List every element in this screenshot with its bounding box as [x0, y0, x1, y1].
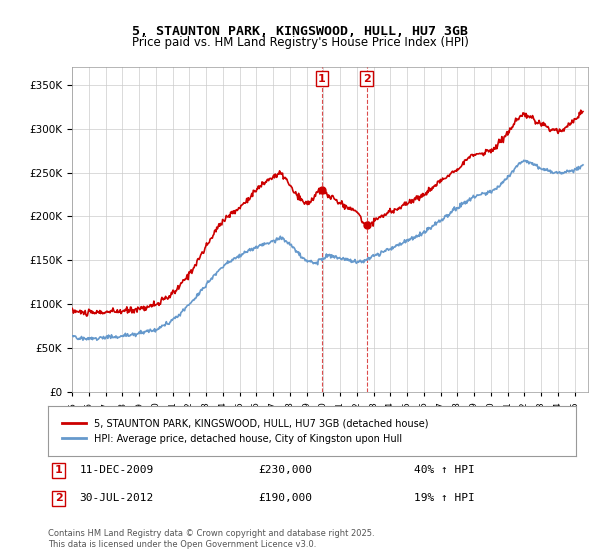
Text: Price paid vs. HM Land Registry's House Price Index (HPI): Price paid vs. HM Land Registry's House … — [131, 36, 469, 49]
Text: 11-DEC-2009: 11-DEC-2009 — [80, 465, 154, 475]
Text: 1: 1 — [55, 465, 62, 475]
Text: 1: 1 — [318, 74, 326, 83]
Text: 40% ↑ HPI: 40% ↑ HPI — [413, 465, 475, 475]
Text: Contains HM Land Registry data © Crown copyright and database right 2025.
This d: Contains HM Land Registry data © Crown c… — [48, 529, 374, 549]
Text: 19% ↑ HPI: 19% ↑ HPI — [413, 493, 475, 503]
Text: 30-JUL-2012: 30-JUL-2012 — [80, 493, 154, 503]
Text: 2: 2 — [55, 493, 62, 503]
Text: £230,000: £230,000 — [259, 465, 313, 475]
Text: 5, STAUNTON PARK, KINGSWOOD, HULL, HU7 3GB: 5, STAUNTON PARK, KINGSWOOD, HULL, HU7 3… — [132, 25, 468, 38]
Text: £190,000: £190,000 — [259, 493, 313, 503]
Legend: 5, STAUNTON PARK, KINGSWOOD, HULL, HU7 3GB (detached house), HPI: Average price,: 5, STAUNTON PARK, KINGSWOOD, HULL, HU7 3… — [58, 415, 433, 447]
Text: 2: 2 — [362, 74, 370, 83]
